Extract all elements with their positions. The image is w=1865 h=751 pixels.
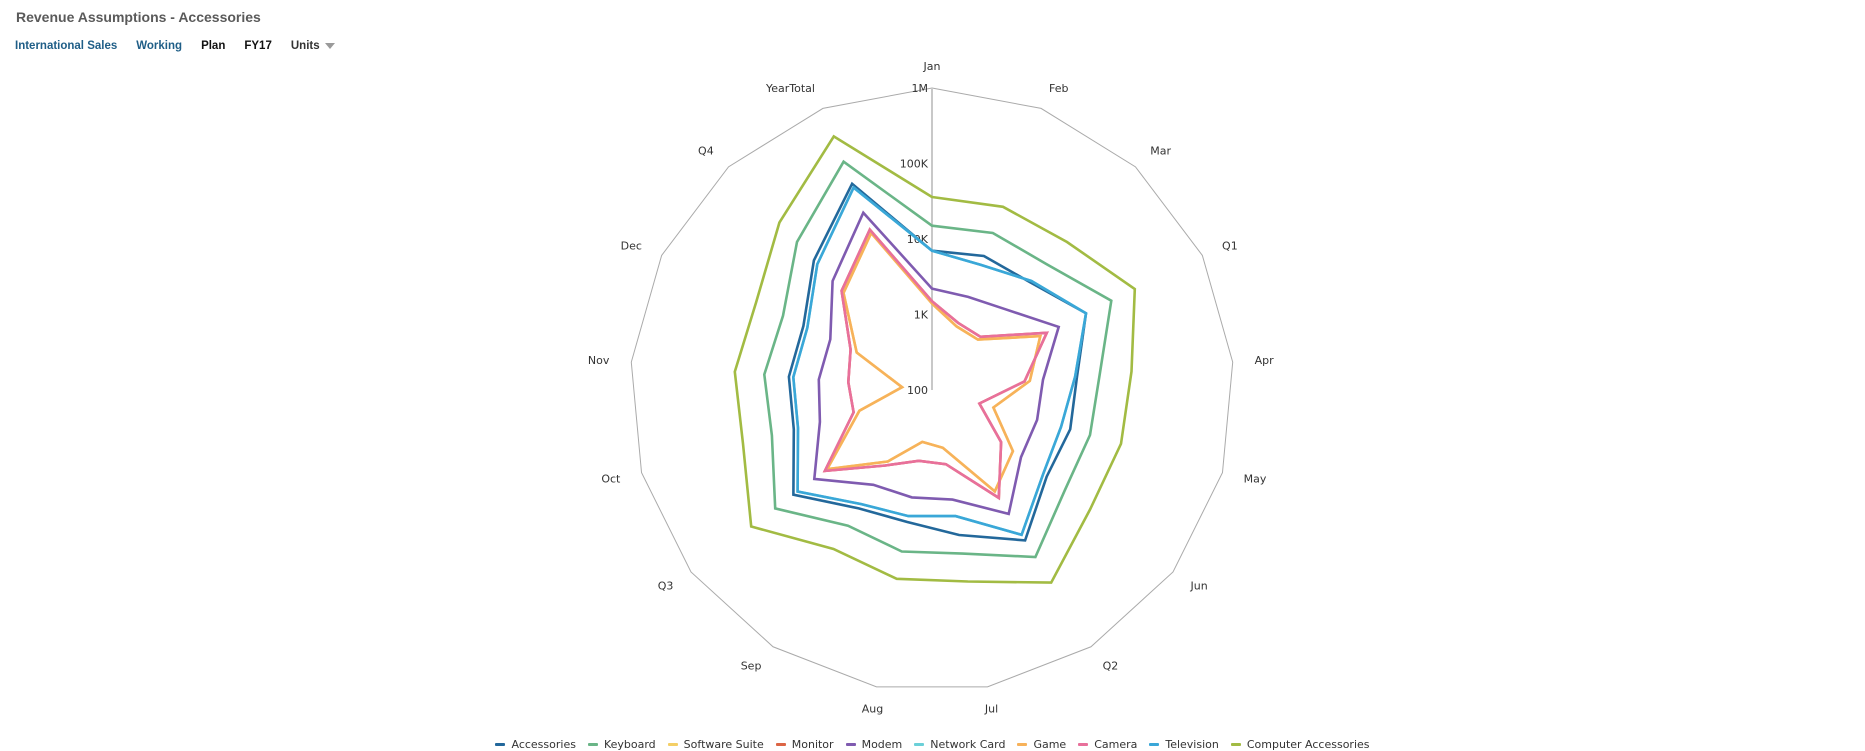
pov-scenario[interactable]: Plan bbox=[201, 40, 226, 52]
legend-label: Accessories bbox=[511, 738, 576, 751]
legend-swatch-icon bbox=[1017, 743, 1028, 746]
category-label: Dec bbox=[621, 240, 642, 253]
series-line[interactable] bbox=[733, 134, 1137, 584]
legend-item[interactable]: Accessories bbox=[495, 738, 576, 751]
category-label: Jul bbox=[984, 702, 998, 715]
axis-tick-label: 1M bbox=[912, 82, 929, 95]
legend-swatch-icon bbox=[495, 743, 506, 746]
legend-swatch-icon bbox=[914, 743, 925, 746]
legend-item[interactable]: Modem bbox=[845, 738, 903, 751]
series-line[interactable] bbox=[822, 227, 1049, 501]
category-label: May bbox=[1244, 473, 1267, 486]
legend-item[interactable]: Network Card bbox=[914, 738, 1005, 751]
legend-swatch-icon bbox=[775, 743, 786, 746]
legend-item[interactable]: Monitor bbox=[775, 738, 834, 751]
pov-version[interactable]: Working bbox=[136, 40, 183, 52]
category-label: Feb bbox=[1049, 82, 1068, 95]
category-label: Sep bbox=[741, 659, 762, 672]
legend-swatch-icon bbox=[1078, 743, 1089, 746]
legend-swatch-icon bbox=[845, 743, 856, 746]
pov-year[interactable]: FY17 bbox=[244, 40, 272, 52]
chevron-down-icon bbox=[324, 43, 335, 49]
axis-tick-label: 100 bbox=[907, 384, 928, 397]
category-label: Oct bbox=[601, 473, 621, 486]
legend-label: Camera bbox=[1094, 738, 1138, 751]
units-dropdown[interactable]: Units bbox=[291, 40, 335, 52]
series-line[interactable] bbox=[824, 230, 1042, 494]
legend-item[interactable]: Game bbox=[1017, 738, 1066, 751]
legend-item[interactable]: Keyboard bbox=[587, 738, 656, 751]
legend-item[interactable]: Software Suite bbox=[667, 738, 764, 751]
radar-outer-grid bbox=[630, 87, 1234, 688]
series-line[interactable] bbox=[787, 181, 1088, 542]
legend-label: Network Card bbox=[930, 738, 1006, 751]
page-title: Revenue Assumptions - Accessories bbox=[16, 9, 261, 25]
category-label: Q3 bbox=[658, 579, 674, 592]
legend-swatch-icon bbox=[1149, 743, 1160, 746]
legend-label: Monitor bbox=[791, 738, 834, 751]
series-line[interactable] bbox=[812, 210, 1061, 516]
legend-swatch-icon bbox=[587, 743, 598, 746]
series-line[interactable] bbox=[791, 185, 1088, 537]
legend-label: Computer Accessories bbox=[1246, 738, 1370, 751]
radar-chart: 1001K10K100K1MJanFebMarQ1AprMayJunQ2JulA… bbox=[588, 60, 1275, 715]
series-line[interactable] bbox=[762, 159, 1113, 559]
pov-entity[interactable]: International Sales bbox=[15, 40, 118, 52]
legend-item[interactable]: Computer Accessories bbox=[1230, 738, 1370, 751]
category-label: Apr bbox=[1255, 354, 1275, 367]
axis-tick-label: 1K bbox=[914, 309, 929, 322]
pov-bar: International Sales Working Plan FY17 Un… bbox=[15, 40, 354, 52]
legend-label: Software Suite bbox=[683, 738, 764, 751]
category-label: Q4 bbox=[698, 145, 714, 158]
axis-tick-label: 100K bbox=[900, 158, 929, 171]
series-line[interactable] bbox=[824, 230, 1042, 494]
legend-label: Modem bbox=[861, 738, 903, 751]
category-label: Q1 bbox=[1222, 240, 1238, 253]
category-label: Jan bbox=[923, 60, 941, 73]
series-line[interactable] bbox=[791, 185, 1088, 537]
legend-swatch-icon bbox=[667, 743, 678, 746]
legend-label: Television bbox=[1165, 738, 1219, 751]
legend-swatch-icon bbox=[1230, 743, 1241, 746]
series-line[interactable] bbox=[822, 227, 1049, 501]
category-label: Mar bbox=[1150, 145, 1171, 158]
units-label: Units bbox=[290, 40, 320, 52]
chart-legend: Accessories Keyboard Software Suite Monitor… bbox=[0, 738, 1865, 751]
legend-item[interactable]: Television bbox=[1149, 738, 1219, 751]
category-label: Nov bbox=[588, 354, 610, 367]
legend-label: Game bbox=[1033, 738, 1067, 751]
category-label: Q2 bbox=[1103, 659, 1119, 672]
legend-label: Keyboard bbox=[603, 738, 656, 751]
category-label: YearTotal bbox=[765, 82, 815, 95]
category-label: Aug bbox=[862, 702, 883, 715]
legend-item[interactable]: Camera bbox=[1078, 738, 1137, 751]
category-label: Jun bbox=[1190, 579, 1208, 592]
